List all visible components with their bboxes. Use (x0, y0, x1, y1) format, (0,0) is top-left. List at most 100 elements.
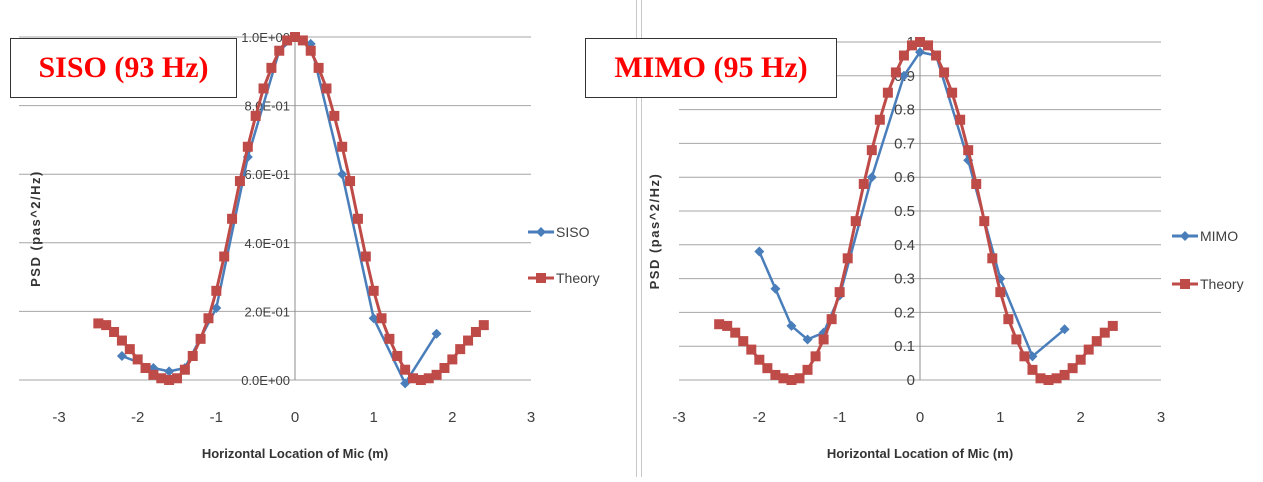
mimo-series-theory-point (714, 319, 725, 330)
mimo-series-theory-point (802, 364, 813, 375)
mimo-series-theory-point (1027, 364, 1038, 375)
siso-series-theory-point (305, 45, 316, 56)
mimo-series-theory-point (979, 216, 990, 227)
siso-x-tick-label: 1 (369, 409, 377, 426)
mimo-series-theory-point (898, 50, 909, 61)
mimo-y-tick-label: 0.4 (894, 237, 915, 254)
siso-series-theory-point (321, 83, 332, 94)
siso-series-theory-point (187, 350, 198, 361)
mimo-series-theory-point (866, 145, 877, 156)
mimo-series-theory-point (770, 369, 781, 380)
mimo-series-theory-point (1107, 320, 1118, 331)
siso-series-theory-point (376, 313, 387, 324)
siso-series-theory-point (234, 176, 245, 187)
siso-y-tick-label: 4.0E-01 (244, 236, 290, 251)
mimo-series-theory-point (842, 253, 853, 264)
mimo-x-tick-label: 0 (916, 409, 924, 426)
siso-x-tick-label: 3 (527, 409, 535, 426)
siso-series-theory-point (266, 62, 277, 73)
siso-series-theory-point (415, 375, 426, 385)
siso-series-theory-point (337, 141, 348, 152)
siso-legend-siso-label: SISO (556, 224, 590, 240)
siso-series-theory-point (352, 213, 363, 224)
siso-y-tick-label: 8.0E-01 (244, 99, 290, 114)
siso-series-theory-point (258, 83, 269, 94)
mimo-series-mimo-point (915, 47, 925, 58)
mimo-annotation: MIMO (95 Hz) (585, 38, 837, 98)
mimo-series-mimo-point (898, 70, 909, 81)
mimo-y-tick-label: 0.1 (894, 338, 915, 355)
siso-annotation: SISO (93 Hz) (10, 38, 237, 98)
mimo-series-theory-point (1003, 314, 1014, 325)
mimo-x-tick-label: 3 (1157, 409, 1165, 426)
siso-series-theory-point (368, 285, 379, 296)
siso-series-theory-point (211, 285, 222, 296)
mimo-series-theory-point (939, 67, 950, 78)
mimo-y-tick-label: 0.2 (894, 304, 915, 321)
mimo-x-tick-label: -2 (753, 409, 766, 426)
siso-y-axis-label: PSD (pas^2/Hz) (28, 170, 43, 287)
siso-y-tick-label: 2.0E-01 (244, 304, 290, 319)
mimo-x-axis-label: Horizontal Location of Mic (m) (827, 446, 1013, 461)
siso-series-theory-point (360, 251, 371, 262)
siso-series-theory-point (384, 333, 395, 344)
siso-series-theory-point (227, 213, 238, 224)
siso-series-theory-point (478, 320, 489, 331)
mimo-series-theory-point (923, 40, 934, 51)
siso-series-theory-point (219, 251, 230, 262)
mimo-series-theory-point (722, 320, 733, 331)
siso-chart: 0.0E+00 2.0E-01 4.0E-01 6.0E-01 8.0E-01 1.0E+… (0, 0, 632, 477)
siso-series-siso-point (337, 169, 348, 180)
siso-series-theory-point (109, 326, 120, 337)
mimo-series-mimo-point (770, 283, 781, 294)
siso-legend-siso-marker (536, 227, 546, 237)
mimo-series-theory-point (778, 373, 789, 384)
siso-series-siso-point (211, 302, 222, 313)
mimo-series-theory-point (915, 37, 925, 47)
siso-series-theory-point (392, 350, 403, 361)
siso-x-axis-label: Horizontal Location of Mic (m) (202, 446, 388, 461)
siso-series-theory-point (116, 335, 127, 346)
siso-x-tick-label: 0 (291, 409, 299, 426)
mimo-series-theory-point (786, 375, 797, 385)
siso-series-theory-point (447, 354, 458, 365)
siso-legend-theory-label: Theory (556, 270, 600, 286)
mimo-series-theory-point (1051, 373, 1062, 384)
mimo-legend-theory-label: Theory (1200, 276, 1244, 292)
siso-series-theory-point (282, 35, 293, 46)
mimo-series-mimo-point (1027, 351, 1038, 362)
siso-series-theory-point (242, 141, 253, 152)
mimo-series-theory-point (818, 334, 829, 345)
siso-series-theory-point (172, 373, 182, 384)
mimo-series-theory-point (1043, 375, 1054, 385)
siso-series-siso-point (368, 313, 379, 324)
siso-series-theory-point (400, 364, 411, 375)
mimo-series-theory-point (746, 344, 757, 355)
mimo-series-theory-point (931, 50, 942, 61)
mimo-x-tick-label: 2 (1076, 409, 1084, 426)
mimo-series-theory-point (762, 363, 773, 374)
siso-series-siso-point (164, 366, 175, 377)
mimo-chart-svg: 00.10.20.30.40.50.60.70.80.91-3-2-10123H… (647, 34, 1244, 461)
mimo-series-mimo-point (786, 320, 797, 331)
siso-series-siso-point (431, 328, 442, 339)
siso-series-theory-point (156, 373, 167, 384)
siso-x-tick-label: 2 (448, 409, 456, 426)
siso-series-theory-point (408, 373, 418, 384)
mimo-series-mimo-point (754, 246, 765, 257)
mimo-series-theory-point (1099, 327, 1110, 338)
mimo-series-theory-point (1091, 336, 1102, 347)
mimo-series-theory-point (1019, 351, 1030, 362)
mimo-x-tick-label: 1 (996, 409, 1004, 426)
mimo-series-theory-point (794, 373, 805, 384)
mimo-x-tick-label: -3 (672, 409, 685, 426)
mimo-series-theory-point (1059, 369, 1070, 380)
mimo-series-theory-point (971, 178, 982, 189)
mimo-legend-mimo-label: MIMO (1200, 228, 1238, 244)
siso-y-tick-label: 6.0E-01 (244, 167, 290, 182)
mimo-series-theory-point (730, 327, 741, 338)
siso-legend-theory-marker (536, 273, 546, 283)
siso-chart-svg: 0.0E+00 2.0E-01 4.0E-01 6.0E-01 8.0E-01 1.0E+… (19, 30, 600, 461)
siso-series-theory-point (431, 369, 442, 380)
siso-series-theory-point (274, 45, 285, 56)
